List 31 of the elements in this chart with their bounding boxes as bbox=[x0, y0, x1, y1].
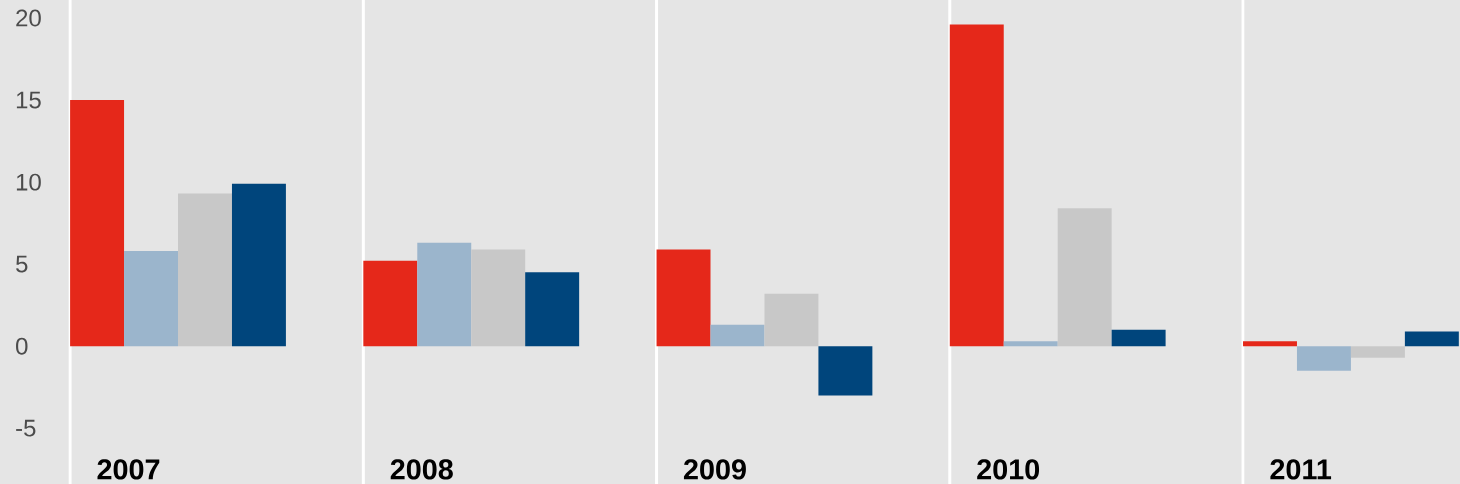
x-tick-label: 2009 bbox=[683, 459, 746, 480]
bar bbox=[417, 242, 472, 347]
bar bbox=[1003, 341, 1058, 347]
x-tick-label: 2010 bbox=[977, 459, 1040, 480]
bar bbox=[471, 249, 526, 347]
y-tick-label: -5 bbox=[16, 419, 36, 437]
y-tick-label: 5 bbox=[16, 255, 28, 273]
bar bbox=[949, 24, 1004, 347]
bar bbox=[1404, 331, 1459, 347]
bar bbox=[1296, 346, 1351, 371]
bar bbox=[1111, 329, 1166, 347]
y-tick-label: 20 bbox=[16, 9, 41, 27]
y-tick-label: 0 bbox=[16, 337, 28, 355]
bar bbox=[818, 346, 873, 396]
bar bbox=[231, 183, 286, 347]
bar bbox=[710, 324, 765, 347]
bar bbox=[525, 272, 580, 347]
y-tick-label: 15 bbox=[16, 91, 41, 109]
y-tick-label: 10 bbox=[16, 173, 41, 191]
bar bbox=[764, 293, 819, 347]
x-tick-label: 2007 bbox=[97, 459, 160, 480]
bar bbox=[1243, 341, 1297, 347]
x-tick-label: 2011 bbox=[1270, 459, 1332, 480]
x-tick-label: 2008 bbox=[390, 459, 453, 480]
bar bbox=[178, 193, 232, 347]
bar bbox=[363, 260, 418, 347]
bar bbox=[1350, 346, 1405, 358]
bar bbox=[1057, 208, 1112, 347]
bar bbox=[70, 100, 125, 347]
bar bbox=[656, 249, 711, 347]
bar bbox=[124, 251, 179, 347]
